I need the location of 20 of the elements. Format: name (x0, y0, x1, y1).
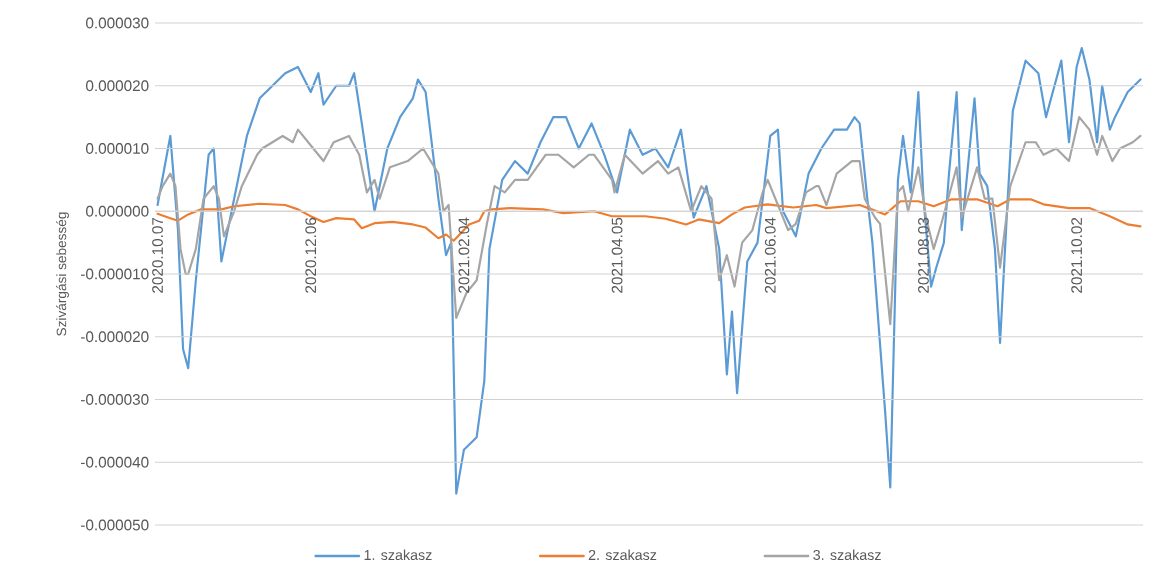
y-tick-label: -0.000020 (81, 331, 149, 343)
x-tick-label: 2021.08.03 (918, 217, 929, 293)
y-tick-label: 0.000030 (86, 17, 149, 29)
x-tick-label: 2021.04.05 (611, 217, 623, 293)
legend-label: 2. szakasz (588, 549, 657, 561)
y-tick-label: -0.000030 (81, 394, 149, 405)
x-tick-label: 2021.06.04 (764, 217, 776, 293)
y-tick-label: -0.000050 (81, 519, 149, 531)
x-tick-label: 2021.02.04 (458, 217, 470, 293)
y-tick-label: 0.000020 (86, 80, 149, 92)
x-tick-label: 2020.12.06 (305, 217, 317, 293)
y-axis-title: Szivárgási sebesség (56, 212, 69, 336)
y-tick-label: -0.000010 (81, 268, 149, 280)
y-tick-label: 0.000000 (86, 205, 149, 217)
legend-label: 3. szakasz (813, 549, 881, 561)
y-tick-label: 0.000010 (86, 143, 149, 154)
x-tick-label: 2021.10.02 (1071, 217, 1083, 293)
y-tick-label: -0.000040 (81, 456, 149, 468)
legend-label: 1. szakasz (364, 549, 432, 561)
x-tick-label: 2020.10.07 (152, 217, 163, 293)
